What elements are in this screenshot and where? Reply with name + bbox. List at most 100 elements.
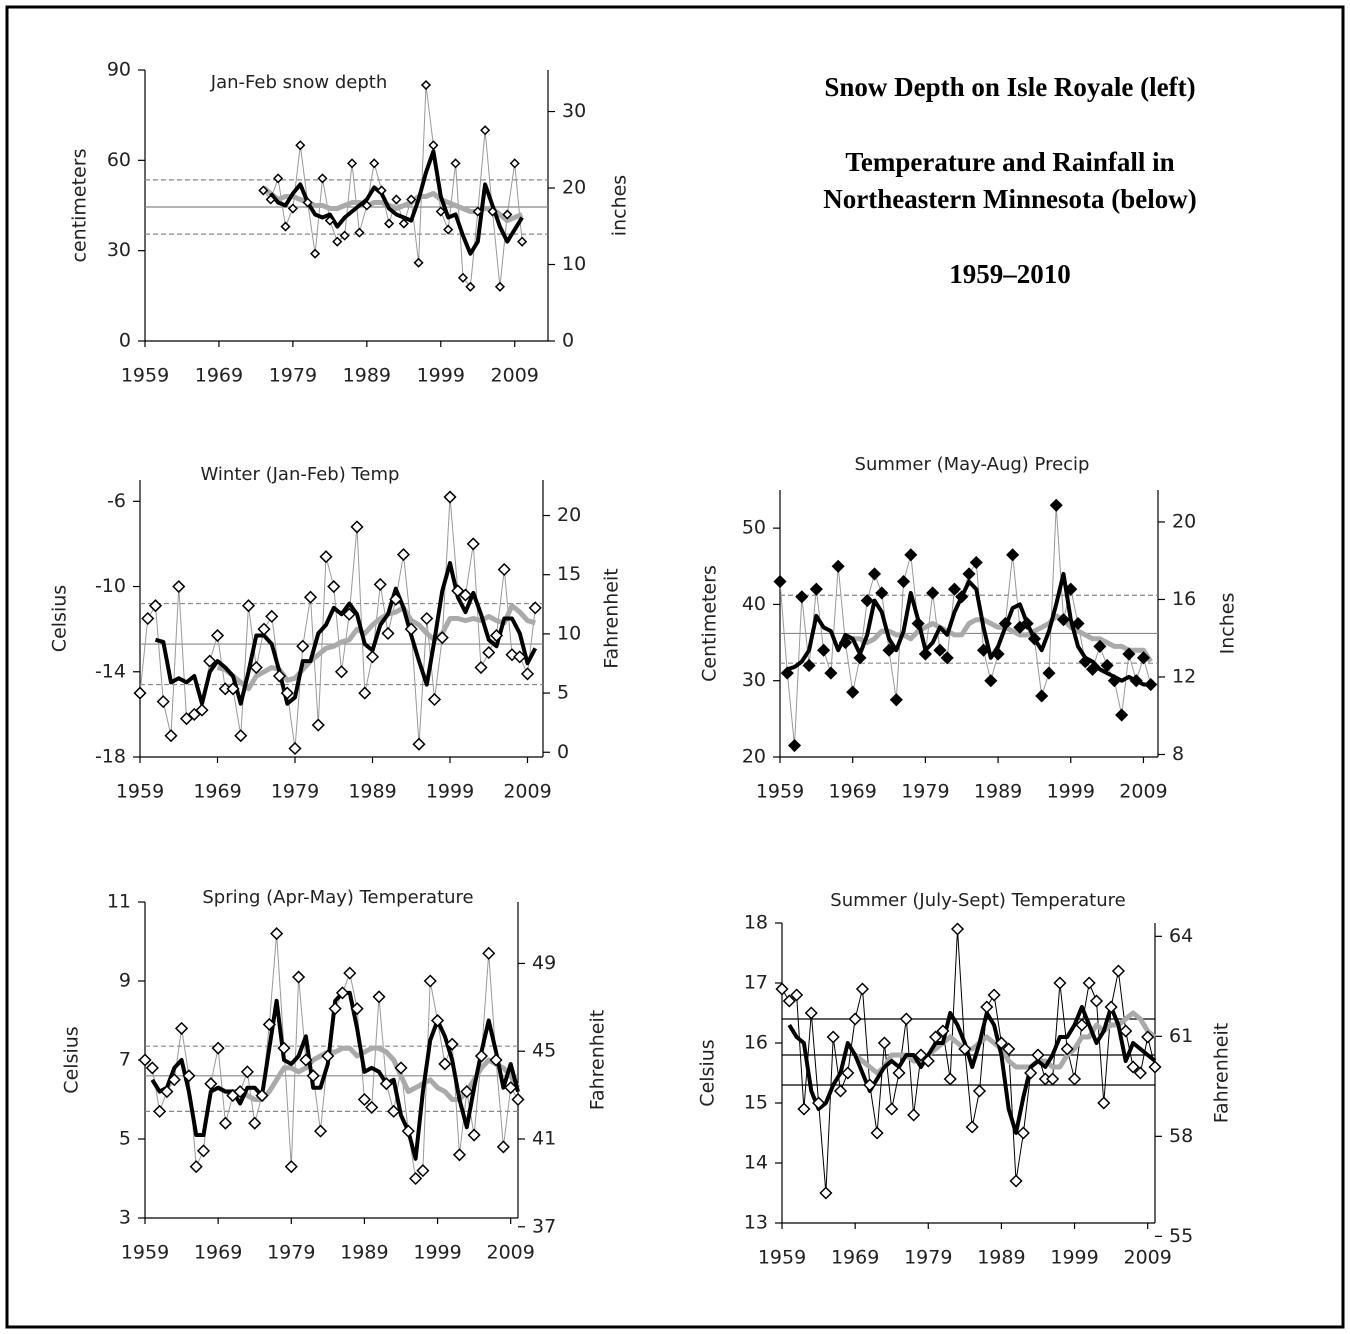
data-point [404, 622, 418, 636]
x-tick-label: 1959 [756, 781, 804, 803]
data-point [787, 738, 802, 753]
data-point [914, 1048, 928, 1062]
data-point [343, 966, 357, 980]
data-point [452, 1148, 467, 1162]
data-point [1064, 582, 1078, 596]
data-point [775, 982, 789, 996]
x-tick-label: 1969 [829, 781, 877, 803]
data-point [889, 693, 903, 707]
data-point [435, 206, 446, 217]
y-tick-label: 11 [107, 891, 131, 913]
data-point [465, 281, 476, 292]
y2-axis-label: Fahrenheit [1211, 1023, 1233, 1123]
data-point [376, 185, 387, 196]
x-tick-label: 1999 [1047, 781, 1095, 803]
data-point [258, 185, 269, 196]
y-tick-label: 16 [744, 1032, 768, 1054]
data-point [885, 1102, 899, 1116]
data-point [438, 1057, 452, 1071]
data-point [517, 236, 528, 247]
data-point [489, 628, 504, 643]
frame [5, 5, 1345, 1329]
y2-tick-label: 10 [562, 253, 586, 275]
data-point [972, 1084, 987, 1098]
data-point [1119, 1024, 1133, 1038]
data-point [288, 741, 302, 756]
data-point [240, 1065, 254, 1079]
x-tick-label: 1989 [977, 1247, 1025, 1269]
data-point [204, 1077, 218, 1091]
data-point [1046, 1072, 1060, 1086]
x-tick-label: 1969 [195, 365, 243, 387]
x-tick-label: 1989 [340, 1242, 388, 1264]
data-point [892, 1066, 906, 1080]
y-tick-label: -18 [95, 746, 126, 768]
x-tick-label: 1999 [413, 1242, 461, 1264]
y2-axis-label: Fahrenheit [587, 1010, 609, 1110]
data-point [321, 1049, 335, 1063]
data-point [1031, 1048, 1045, 1062]
data-point [899, 1012, 913, 1026]
data-point [416, 1164, 430, 1178]
series-line [154, 561, 538, 706]
data-point [148, 599, 163, 613]
y-tick-label: 14 [744, 1152, 768, 1174]
x-tick-label: 2009 [491, 365, 539, 387]
data-point [420, 611, 434, 626]
data-point [396, 548, 411, 562]
data-point [401, 1124, 415, 1138]
data-point [458, 588, 473, 602]
data-point [782, 994, 796, 1008]
data-point [812, 1096, 826, 1110]
data-point [153, 1104, 167, 1118]
y-axis-label: Celsius [697, 1039, 719, 1106]
data-point [502, 209, 513, 220]
data-point [335, 986, 350, 1000]
data-point [831, 559, 845, 573]
y-tick-label: -10 [95, 575, 126, 597]
data-point [1035, 689, 1049, 703]
data-point [882, 643, 896, 657]
data-point [1107, 674, 1121, 688]
data-point [1129, 674, 1143, 688]
y2-tick-label: 12 [1172, 665, 1196, 687]
y-tick-label: 18 [744, 912, 768, 934]
data-point [391, 194, 402, 205]
data-point [947, 582, 962, 596]
y2-tick-label: 0 [557, 741, 569, 763]
chart-title: Winter (Jan-Feb) Temp [201, 464, 400, 485]
data-point [358, 686, 372, 700]
data-point [1126, 1060, 1140, 1074]
data-point [296, 639, 310, 653]
data-point [780, 666, 794, 680]
data-point [1020, 616, 1034, 631]
data-point [826, 1030, 840, 1044]
data-point [867, 567, 882, 581]
data-point [1075, 1018, 1089, 1032]
data-point [249, 660, 263, 675]
data-point [958, 1042, 972, 1056]
y-tick-label: 7 [119, 1049, 131, 1071]
x-tick-label: 1969 [194, 1242, 242, 1264]
data-point [226, 682, 240, 696]
data-point [350, 520, 364, 534]
y2-tick-label: 20 [557, 504, 581, 526]
x-tick-label: 1989 [348, 781, 396, 803]
series-line [844, 613, 1153, 663]
data-point [528, 601, 542, 615]
y2-tick-label: 64 [1169, 925, 1193, 947]
data-point [494, 281, 505, 292]
data-point [911, 616, 925, 631]
data-point [172, 579, 186, 594]
y-tick-label: 15 [744, 1092, 768, 1114]
y2-tick-label: 37 [532, 1215, 556, 1237]
data-point [361, 200, 372, 211]
y2-tick-label: 16 [1172, 588, 1196, 610]
data-point [346, 158, 358, 169]
data-point [141, 611, 155, 626]
data-point [1089, 994, 1104, 1008]
data-point [332, 236, 343, 247]
data-point [272, 669, 287, 683]
data-point [270, 927, 284, 941]
chart-title: Summer (July-Sept) Temperature [830, 890, 1125, 911]
